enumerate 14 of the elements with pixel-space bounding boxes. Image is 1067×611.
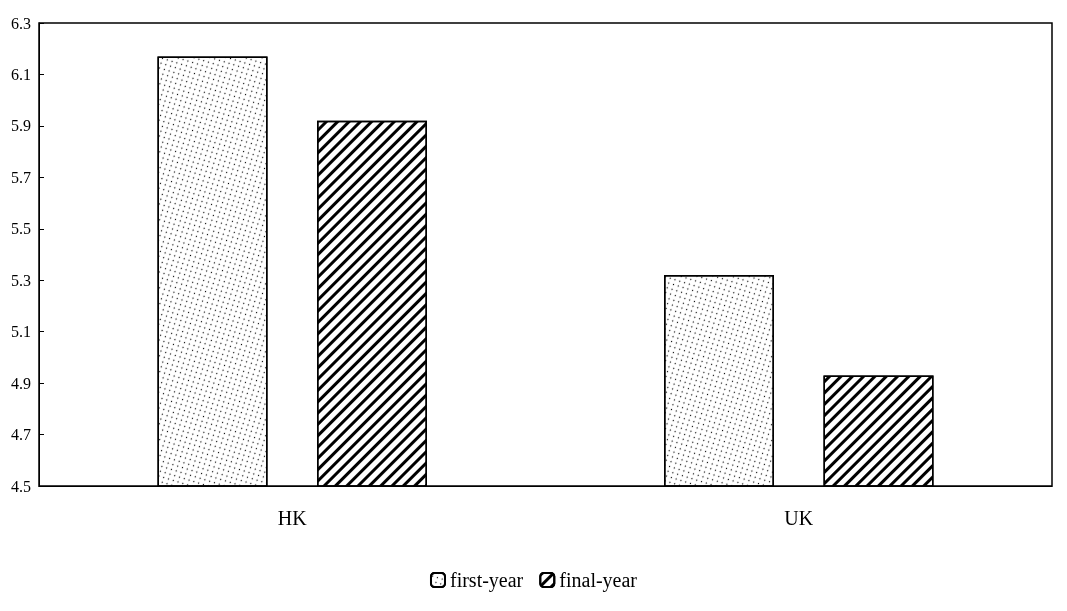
y-tick-label: 5.3 <box>11 271 31 289</box>
y-tick-label: 5.9 <box>11 117 31 135</box>
legend-label: first-year <box>449 569 524 592</box>
y-tick-label: 6.1 <box>11 65 31 83</box>
x-tick-label: HK <box>277 507 308 529</box>
x-tick-label: UK <box>784 507 814 529</box>
y-tick-label: 4.7 <box>11 426 31 444</box>
y-tick-label: 4.9 <box>11 374 31 392</box>
y-tick-label: 5.5 <box>11 220 31 238</box>
y-tick-label: 4.5 <box>11 477 31 495</box>
y-tick-label: 5.1 <box>11 323 31 341</box>
legend-label: final-year <box>559 569 638 592</box>
y-tick-label: 6.3 <box>11 14 31 32</box>
y-tick-label: 5.7 <box>11 168 31 186</box>
